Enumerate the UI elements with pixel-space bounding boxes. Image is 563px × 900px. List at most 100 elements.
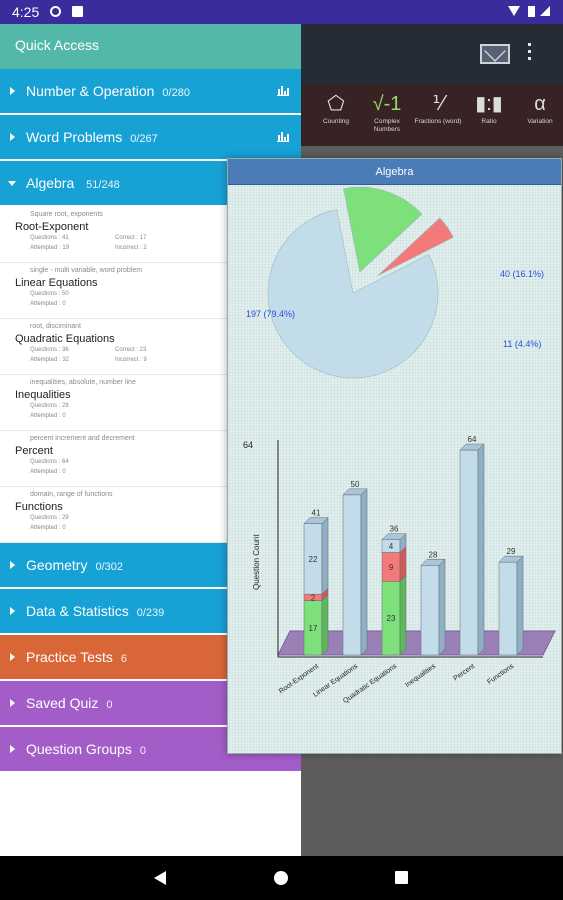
category-number-operation[interactable]: Number & Operation 0/280 — [0, 69, 301, 113]
bar-segment-side — [360, 488, 368, 656]
questions-count: Questions : 50 — [30, 291, 69, 297]
attempted-count: Attempted : 0 — [30, 525, 66, 531]
topic-ratio[interactable]: ▮:▮ Ratio — [464, 84, 514, 146]
bar-segment-side — [516, 555, 524, 656]
app-toolbar — [301, 24, 563, 84]
dialog-title: Algebra — [228, 159, 561, 185]
topic-counting[interactable]: ⬠ Counting — [311, 84, 361, 146]
pentagon-icon: ⬠ — [327, 93, 345, 115]
wifi-icon — [508, 6, 520, 16]
topic-complex-numbers[interactable]: √-1 Complex Numbers — [362, 84, 412, 146]
bar-stack — [420, 558, 446, 656]
bar-total-label: 64 — [468, 435, 477, 444]
correct-count: Correct : 23 — [115, 347, 147, 353]
bar-total-label: 50 — [351, 480, 360, 489]
mail-icon[interactable] — [480, 44, 510, 64]
ratio-icon: ▮:▮ — [475, 93, 503, 115]
bar-segment-label: 23 — [387, 614, 396, 623]
x-tick-label: Root-Exponent — [278, 663, 320, 696]
topic-variation[interactable]: α Variation — [515, 84, 563, 146]
recents-icon[interactable] — [395, 871, 408, 884]
x-tick-label: Percent — [452, 663, 476, 683]
category-label: Practice Tests — [26, 649, 113, 665]
bar-stack — [342, 488, 368, 656]
sqrt-icon: √-1 — [372, 93, 402, 115]
subtopic-stats: Questions : 36 Attempted : 32 Correct : 23… — [15, 347, 301, 367]
questions-count: Questions : 29 — [30, 515, 69, 521]
subtopic-description: inequalities, absolute, number line — [30, 379, 136, 386]
category-label: Question Groups — [26, 741, 132, 757]
home-icon[interactable] — [274, 871, 288, 885]
subtopic-name: Root-Exponent — [15, 221, 89, 233]
attempted-count: Attempted : 19 — [30, 245, 70, 251]
category-word-problems[interactable]: Word Problems 0/267 — [0, 115, 301, 159]
category-label: Saved Quiz — [26, 695, 99, 711]
category-label: Algebra — [26, 175, 75, 191]
chevron-right-icon — [10, 699, 15, 707]
attempted-count: Attempted : 0 — [30, 301, 66, 307]
pie-slice — [343, 186, 423, 273]
fraction-icon: ⅟ — [432, 93, 444, 115]
bar-segment-side — [321, 517, 329, 595]
bar-segment — [342, 494, 362, 656]
bar-total-label: 41 — [312, 509, 321, 518]
topic-bar: ⬠ Counting √-1 Complex Numbers ⅟ Fractions (w… — [301, 84, 563, 146]
bar-stack — [303, 517, 329, 656]
cellular-icon — [540, 6, 550, 16]
questions-count: Questions : 41 — [30, 235, 69, 241]
topic-fractions-word-[interactable]: ⅟ Fractions (word) — [413, 84, 463, 146]
bar-top — [303, 517, 329, 524]
category-label: Number & Operation — [26, 83, 155, 99]
topic-label: Counting — [322, 118, 350, 125]
bar-top — [381, 533, 407, 540]
bar-segment-side — [438, 558, 446, 656]
bar-top — [498, 555, 524, 563]
category-count: 0/267 — [130, 133, 158, 145]
bar-total-label: 28 — [429, 550, 438, 559]
topic-label: Complex Numbers — [373, 118, 401, 133]
chevron-right-icon — [10, 561, 15, 569]
bar-stack — [498, 555, 524, 656]
back-icon[interactable] — [154, 871, 166, 885]
settings-icon — [50, 6, 61, 17]
sd-card-icon — [72, 6, 83, 17]
bar-segment-side — [477, 443, 485, 656]
chevron-right-icon — [10, 607, 15, 615]
topic-label: Variation — [527, 118, 553, 125]
attempted-count: Attempted : 32 — [30, 357, 70, 363]
algebra-chart-dialog: Algebra 197 (79.4%) 40 (16.1%) 11 (4.4%) 6… — [227, 158, 562, 754]
bar-segment — [420, 565, 440, 656]
category-label: Geometry — [26, 557, 88, 573]
topic-label: Ratio — [481, 118, 497, 125]
subtopic-description: Square root, exponents — [30, 211, 103, 218]
subtopic-description: root, disciminant — [30, 323, 81, 330]
bar-chart-icon[interactable] — [277, 132, 289, 142]
chevron-right-icon — [10, 87, 15, 95]
bar-top — [342, 488, 368, 496]
pie-slice-label: 40 (16.1%) — [500, 269, 544, 279]
bar-segment — [459, 449, 479, 656]
subtopic-name: Linear Equations — [15, 277, 98, 289]
more-options-icon[interactable] — [527, 41, 533, 67]
bar-top — [459, 443, 485, 451]
quick-access-button[interactable]: Quick Access — [0, 24, 301, 69]
subtopic-stats: Questions : 41 Attempted : 19 Correct : 17… — [15, 235, 301, 255]
incorrect-count: Incorrect : 2 — [115, 245, 147, 251]
questions-count: Questions : 36 — [30, 347, 69, 353]
chevron-down-icon — [8, 181, 16, 186]
status-time: 4:25 — [12, 4, 40, 20]
correct-count: Correct : 17 — [115, 235, 147, 241]
bar-total-label: 29 — [507, 547, 516, 556]
bar-segment-side — [399, 574, 407, 656]
category-count: 0/280 — [162, 87, 190, 99]
topic-label: Fractions (word) — [414, 118, 462, 125]
attempted-count: Attempted : 0 — [30, 413, 66, 419]
bar-segment — [498, 561, 518, 656]
attempted-count: Attempted : 0 — [30, 469, 66, 475]
pie-slice — [377, 217, 454, 277]
subtopic-name: Inequalities — [15, 389, 71, 401]
bar-chart-icon[interactable] — [277, 86, 289, 96]
status-bar: 4:25 — [0, 0, 563, 24]
system-nav-bar — [0, 856, 563, 900]
